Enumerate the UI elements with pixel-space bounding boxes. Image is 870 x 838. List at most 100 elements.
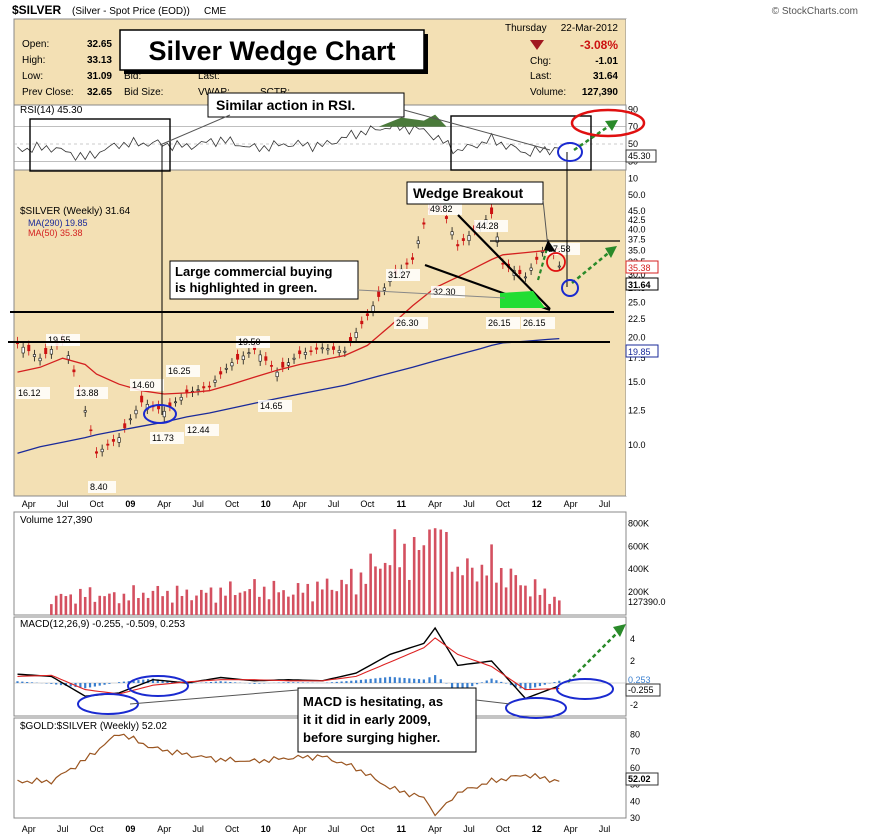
volume-bar (287, 596, 290, 615)
x-tick-label: Apr (428, 824, 442, 834)
macd-hist-bar (369, 678, 372, 683)
price-label-bg (546, 243, 580, 255)
x-tick-label: Jul (463, 824, 475, 834)
symbol-description: (Silver - Spot Price (EOD)) (72, 6, 190, 17)
price-candle-body (365, 313, 369, 316)
macd-tick-label: 2 (630, 656, 635, 666)
volume-bar (262, 586, 266, 615)
volume-bar (122, 593, 126, 615)
macd-hist-bar (480, 682, 484, 683)
blue-circle-2009 (143, 404, 177, 424)
x-tick-label: 11 (397, 499, 407, 509)
volume-bar (311, 601, 314, 615)
price-candle-body (275, 371, 279, 378)
price-candle-body (196, 389, 200, 391)
ma290-line (17, 337, 560, 454)
volume-bar (54, 595, 58, 615)
rsi-highlight-box (29, 118, 171, 172)
macd-hist-bar (450, 683, 454, 688)
volume-bar (330, 589, 334, 615)
volume-bar (224, 595, 227, 615)
macd-hist-bar (471, 683, 474, 687)
price-tick-label: 42.5 (628, 215, 646, 225)
price-label: 31.27 (388, 270, 411, 280)
price-candle-body (247, 352, 251, 355)
price-candle-body (495, 236, 499, 243)
volume-bar (320, 589, 324, 615)
volume-bar (258, 596, 261, 615)
volume-bar (398, 567, 401, 615)
x-tick-label: 10 (261, 499, 271, 509)
rsi-line (17, 120, 560, 162)
volume-bar (504, 587, 508, 615)
symbol: $SILVER (12, 3, 61, 17)
price-label: 19.55 (48, 335, 71, 345)
macd-hist-bar (127, 681, 130, 683)
quote-day: Thursday (505, 23, 547, 34)
volume-bar (50, 604, 53, 615)
macd-tick-label: -2 (630, 700, 638, 710)
volume-bar (340, 579, 343, 615)
price-tick-label: 37.5 (628, 235, 646, 245)
x-tick-label: Jul (463, 499, 475, 509)
volume-bar (200, 589, 203, 615)
price-candle-body (219, 371, 223, 375)
volume-bar (127, 600, 131, 615)
commercial-text-line: Large commercial buying (175, 264, 333, 279)
price-candle-body (456, 244, 460, 247)
macd-hist-bar (156, 679, 159, 683)
price-candle-body (422, 222, 426, 225)
last-value: 31.64 (593, 71, 618, 82)
rsi-tick-label: 90 (628, 104, 638, 114)
price-tick-label: 17.5 (628, 353, 646, 363)
ratio-tick-label: 60 (630, 763, 640, 773)
macd-note-line: MACD is hesitating, as (303, 694, 443, 709)
volume-bar (485, 575, 489, 615)
macd-hist-bar (55, 683, 58, 685)
chg-label: Chg: (530, 56, 551, 67)
commercial-buying-zone (500, 291, 545, 308)
arrow-head-icon (544, 240, 556, 252)
price-candle-body (44, 348, 48, 354)
price-label: 14.65 (260, 401, 283, 411)
macd-hist-bar (296, 682, 300, 683)
macd-hist-bar (553, 682, 556, 683)
volume-bar (412, 537, 416, 615)
macd-hist-bar (529, 683, 532, 689)
prev-close-label: Prev Close: (22, 87, 74, 98)
chg-value: -1.01 (595, 56, 618, 67)
rsi-note-pointer (159, 114, 231, 146)
rsi-tick-label: 50 (628, 139, 638, 149)
volume-bar (439, 529, 443, 615)
x-tick-label: Jul (599, 824, 611, 834)
price-candle-body (27, 344, 31, 352)
macd-hist-bar (490, 678, 493, 683)
macd-hist-bar (219, 681, 222, 683)
price-candle-body (360, 320, 364, 325)
blue-circle-macd (127, 675, 189, 697)
pct-change: -3.08% (580, 38, 618, 52)
breakout-dotted-arrow (536, 244, 550, 281)
volume-bar (190, 600, 193, 615)
blue-circle-price (561, 279, 579, 297)
x-tick-label: Apr (564, 499, 578, 509)
macd-hist-bar (248, 683, 251, 684)
price-candle-body (89, 429, 93, 432)
price-candle-body (162, 410, 166, 418)
x-tick-label: Oct (496, 824, 511, 834)
price-right-box (625, 344, 659, 358)
volume-bar (238, 592, 242, 615)
breakout-box (406, 181, 544, 205)
x-tick-label: Jul (57, 499, 69, 509)
macd-hist-bar (461, 683, 464, 690)
volume-bar (219, 587, 222, 615)
price-candle-body (371, 305, 375, 312)
volume-bar (553, 596, 556, 615)
macd-hist-bar (253, 683, 256, 684)
price-candle-body (405, 262, 409, 265)
x-tick-label: Oct (89, 824, 104, 834)
volume-bar (408, 579, 411, 615)
price-right-label: 19.85 (628, 347, 651, 357)
volume-bar (450, 571, 454, 615)
volume-bar (558, 600, 561, 615)
